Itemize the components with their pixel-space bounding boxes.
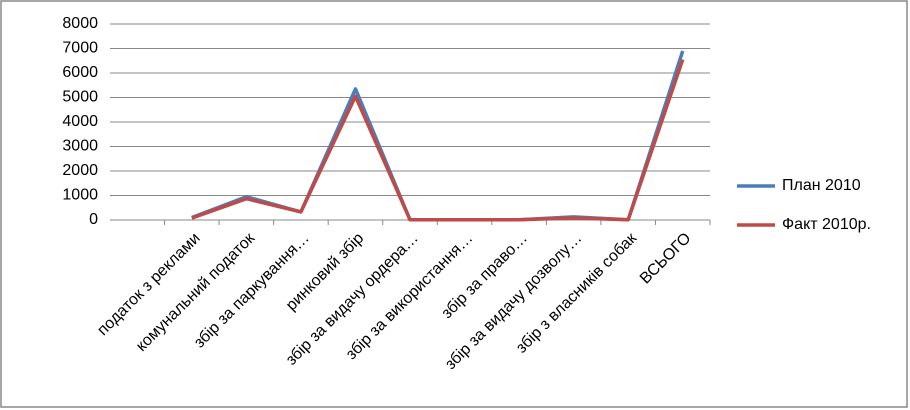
- y-tick-label: 7000: [62, 40, 98, 57]
- y-tick-label: 1000: [62, 187, 98, 204]
- series-line: [191, 58, 685, 222]
- y-tick-label: 0: [89, 211, 98, 228]
- y-tick-label: 4000: [62, 113, 98, 130]
- y-tick-label: 8000: [62, 15, 98, 32]
- y-tick-label: 2000: [62, 162, 98, 179]
- legend-label: Факт 2010р.: [782, 216, 871, 233]
- y-tick-label: 5000: [62, 89, 98, 106]
- y-tick-label: 6000: [62, 64, 98, 81]
- y-tick-label: 3000: [62, 138, 98, 155]
- legend-label: План 2010: [782, 177, 861, 194]
